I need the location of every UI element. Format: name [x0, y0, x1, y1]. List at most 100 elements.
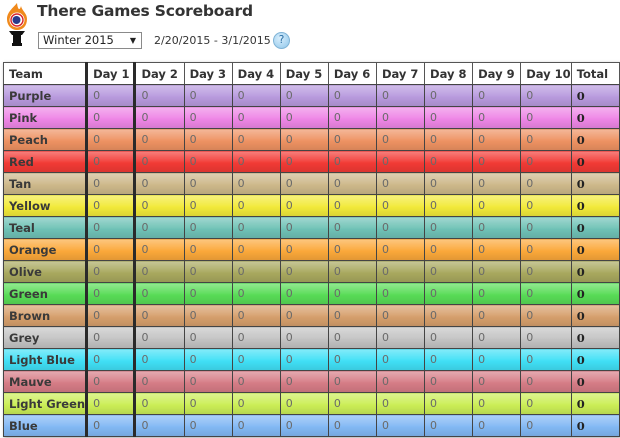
help-icon[interactable]: ?	[273, 32, 290, 49]
team-row-red: Red 0 0 0 0 0 0 0 0 0 0 0	[2, 150, 620, 173]
team-row-mauve: Mauve 0 0 0 0 0 0 0 0 0 0 0	[2, 370, 620, 393]
day-9-score: 0	[472, 348, 522, 371]
day-5-score: 0	[279, 150, 329, 173]
day-2-score: 0	[133, 128, 185, 151]
day-7-score: 0	[375, 392, 426, 415]
day-5-score: 0	[279, 128, 329, 151]
day-1-score: 0	[85, 370, 136, 393]
team-total: 0	[570, 238, 620, 261]
day-7-score: 0	[375, 106, 426, 129]
day-2-score: 0	[133, 238, 185, 261]
team-name: Orange	[2, 238, 88, 261]
team-total: 0	[570, 128, 620, 151]
day-6-score: 0	[327, 348, 377, 371]
day-2-score: 0	[133, 260, 185, 283]
day-2-score: 0	[133, 216, 185, 239]
day-1-score: 0	[85, 414, 136, 437]
team-row-purple: Purple 0 0 0 0 0 0 0 0 0 0 0	[2, 84, 620, 107]
day-2-score: 0	[133, 194, 185, 217]
season-select[interactable]: Winter 2015 ▼	[38, 32, 142, 49]
day-5-score: 0	[279, 370, 329, 393]
day-2-score: 0	[133, 150, 185, 173]
day-10-score: 0	[520, 128, 572, 151]
team-name: Grey	[2, 326, 88, 349]
team-row-peach: Peach 0 0 0 0 0 0 0 0 0 0 0	[2, 128, 620, 151]
day-6-score: 0	[327, 238, 377, 261]
day-10-score: 0	[520, 150, 572, 173]
day-8-score: 0	[424, 304, 474, 327]
team-row-green: Green 0 0 0 0 0 0 0 0 0 0 0	[2, 282, 620, 305]
day-2-score: 0	[133, 348, 185, 371]
day-1-score: 0	[85, 304, 136, 327]
day-6-score: 0	[327, 304, 377, 327]
day-7-score: 0	[375, 128, 426, 151]
team-row-light-blue: Light Blue 0 0 0 0 0 0 0 0 0 0 0	[2, 348, 620, 371]
day-3-score: 0	[183, 414, 233, 437]
column-header-day-2: Day 2	[133, 62, 185, 85]
day-2-score: 0	[133, 106, 185, 129]
day-3-score: 0	[183, 172, 233, 195]
day-7-score: 0	[375, 370, 426, 393]
day-3-score: 0	[183, 304, 233, 327]
day-3-score: 0	[183, 216, 233, 239]
day-8-score: 0	[424, 392, 474, 415]
day-8-score: 0	[424, 348, 474, 371]
day-5-score: 0	[279, 172, 329, 195]
team-total: 0	[570, 194, 620, 217]
day-6-score: 0	[327, 150, 377, 173]
team-row-blue: Blue 0 0 0 0 0 0 0 0 0 0 0	[2, 414, 620, 437]
day-9-score: 0	[472, 326, 522, 349]
day-2-score: 0	[133, 370, 185, 393]
page-title: There Games Scoreboard	[37, 2, 253, 20]
day-1-score: 0	[85, 326, 136, 349]
team-total: 0	[570, 326, 620, 349]
day-1-score: 0	[85, 260, 136, 283]
day-9-score: 0	[472, 260, 522, 283]
day-4-score: 0	[231, 84, 281, 107]
team-name: Teal	[2, 216, 88, 239]
team-row-light-green: Light Green 0 0 0 0 0 0 0 0 0 0 0	[2, 392, 620, 415]
day-9-score: 0	[472, 370, 522, 393]
team-name: Mauve	[2, 370, 88, 393]
day-9-score: 0	[472, 238, 522, 261]
day-7-score: 0	[375, 216, 426, 239]
team-row-olive: Olive 0 0 0 0 0 0 0 0 0 0 0	[2, 260, 620, 283]
day-10-score: 0	[520, 172, 572, 195]
day-4-score: 0	[231, 106, 281, 129]
column-header-day-4: Day 4	[231, 62, 281, 85]
day-3-score: 0	[183, 194, 233, 217]
team-total: 0	[570, 348, 620, 371]
day-5-score: 0	[279, 326, 329, 349]
day-8-score: 0	[424, 128, 474, 151]
scoreboard-body: Purple 0 0 0 0 0 0 0 0 0 0 0 Pink 0 0 0 0 0 0 0 0 0 0 0 Peach 0 0 0…	[2, 84, 620, 437]
day-8-score: 0	[424, 282, 474, 305]
day-1-score: 0	[85, 348, 136, 371]
column-header-team: Team	[2, 62, 88, 85]
day-8-score: 0	[424, 106, 474, 129]
day-9-score: 0	[472, 172, 522, 195]
day-7-score: 0	[375, 84, 426, 107]
day-3-score: 0	[183, 150, 233, 173]
day-10-score: 0	[520, 304, 572, 327]
day-1-score: 0	[85, 150, 136, 173]
day-5-score: 0	[279, 348, 329, 371]
team-name: Brown	[2, 304, 88, 327]
team-total: 0	[570, 106, 620, 129]
team-total: 0	[570, 282, 620, 305]
team-total: 0	[570, 304, 620, 327]
day-5-score: 0	[279, 282, 329, 305]
day-9-score: 0	[472, 414, 522, 437]
day-7-score: 0	[375, 150, 426, 173]
team-name: Tan	[2, 172, 88, 195]
day-7-score: 0	[375, 194, 426, 217]
day-2-score: 0	[133, 392, 185, 415]
day-8-score: 0	[424, 194, 474, 217]
day-1-score: 0	[85, 172, 136, 195]
season-select-value: Winter 2015	[43, 33, 114, 47]
day-10-score: 0	[520, 326, 572, 349]
day-3-score: 0	[183, 84, 233, 107]
day-4-score: 0	[231, 370, 281, 393]
column-header-day-1: Day 1	[85, 62, 136, 85]
column-header-day-8: Day 8	[424, 62, 474, 85]
team-name: Purple	[2, 84, 88, 107]
